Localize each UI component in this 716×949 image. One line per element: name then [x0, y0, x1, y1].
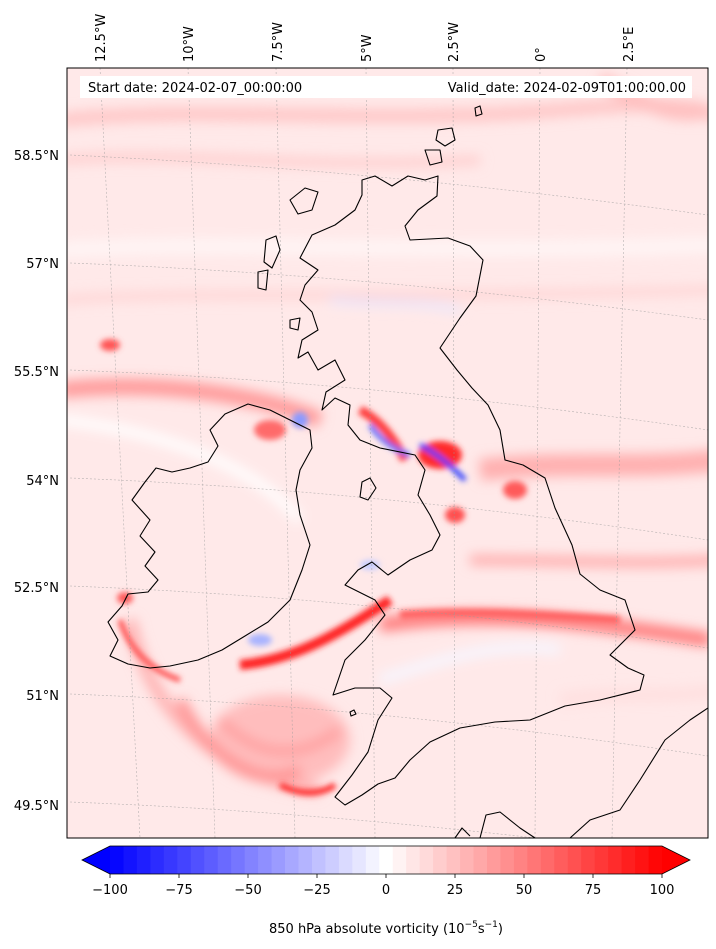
colorbar-label-sup2: −1: [485, 920, 498, 930]
colorbar-label-main: 850 hPa absolute vorticity (10: [269, 922, 465, 937]
colorbar-cell: [527, 846, 542, 874]
longitude-tick-labels: 12.5°W 10°W 7.5°W 5°W 2.5°W 0° 2.5°E: [94, 14, 637, 62]
colorbar-tick-label: 75: [585, 883, 602, 898]
colorbar-tick-label: −75: [165, 883, 192, 898]
colorbar-cell: [163, 846, 178, 874]
colorbar-cell: [486, 846, 501, 874]
colorbar-cell: [379, 846, 394, 874]
colorbar-cell: [406, 846, 421, 874]
colorbar-cell: [392, 846, 407, 874]
colorbar-cell: [311, 846, 326, 874]
colorbar-cell: [217, 846, 232, 874]
colorbar-tick-label: 0: [382, 883, 390, 898]
lat-tick-label: 51°N: [26, 689, 59, 704]
colorbar-cell: [204, 846, 219, 874]
colorbar-cell: [500, 846, 515, 874]
colorbar-cell: [365, 846, 380, 874]
colorbar-cell: [136, 846, 151, 874]
colorbar-cell: [446, 846, 461, 874]
start-date-text: Start date: 2024-02-07_00:00:00: [88, 81, 302, 96]
colorbar-cell: [433, 846, 447, 874]
lat-tick-label: 54°N: [26, 474, 59, 489]
colorbar-tick-label: −100: [92, 883, 128, 898]
colorbar-cell: [298, 846, 313, 874]
colorbar-tick-label: −25: [303, 883, 330, 898]
colorbar-label: 850 hPa absolute vorticity (10−5s−1): [269, 920, 503, 937]
lon-tick-label: 2.5°E: [622, 27, 637, 62]
lon-tick-label: 5°W: [360, 34, 375, 62]
colorbar-cell: [621, 846, 636, 874]
colorbar-cell: [513, 846, 528, 874]
lon-tick-label: 7.5°W: [271, 22, 286, 62]
colorbar-tick-label: 50: [516, 883, 533, 898]
colorbar-cell: [608, 846, 623, 874]
colorbar-cell: [177, 846, 192, 874]
colorbar-extend-min: [82, 846, 110, 874]
colorbar-cell: [581, 846, 596, 874]
lon-tick-label: 2.5°W: [447, 22, 462, 62]
colorbar-cell: [460, 846, 474, 874]
colorbar-tick-label: 25: [447, 883, 464, 898]
colorbar-cell: [285, 846, 299, 874]
colorbar-cell: [338, 846, 353, 874]
lat-tick-label: 55.5°N: [14, 365, 59, 380]
lon-tick-label: 10°W: [182, 26, 197, 62]
colorbar-cell: [150, 846, 165, 874]
colorbar-cell: [594, 846, 609, 874]
colorbar-cells: [110, 846, 663, 874]
lon-tick-label: 12.5°W: [94, 14, 109, 62]
colorbar-cell: [473, 846, 488, 874]
colorbar-label-end: ): [498, 922, 503, 937]
colorbar-cell: [244, 846, 259, 874]
colorbar-tick-label: −50: [234, 883, 261, 898]
date-annotation-bar: Start date: 2024-02-07_00:00:00 Valid_da…: [80, 76, 692, 98]
colorbar-ticks: −100 −75 −50 −25 0 25 50 75 100: [92, 874, 674, 898]
coastlines: [107, 105, 708, 838]
colorbar-cell: [123, 846, 138, 874]
lat-tick-label: 57°N: [26, 257, 59, 272]
colorbar-tick-label: 100: [650, 883, 675, 898]
colorbar-cell: [554, 846, 569, 874]
colorbar-cell: [648, 846, 663, 874]
latitude-tick-labels: 58.5°N 57°N 55.5°N 54°N 52.5°N 51°N 49.5…: [14, 149, 59, 814]
colorbar-cell: [231, 846, 246, 874]
colorbar-cell: [325, 846, 340, 874]
colorbar-cell: [271, 846, 286, 874]
colorbar-label-sup1: −5: [465, 920, 478, 930]
colorbar-cell: [352, 846, 367, 874]
colorbar-extend-max: [662, 846, 690, 874]
valid-date-text: Valid_date: 2024-02-09T01:00:00.00: [448, 81, 686, 96]
lat-tick-label: 58.5°N: [14, 149, 59, 164]
colorbar-label-mid: s: [478, 922, 485, 937]
colorbar-cell: [540, 846, 555, 874]
colorbar-cell: [258, 846, 272, 874]
colorbar: −100 −75 −50 −25 0 25 50 75 100 850 hPa absolute…: [81, 845, 691, 937]
lat-tick-label: 49.5°N: [14, 799, 59, 814]
map-gridlines: [69, 68, 708, 838]
map-frame: [66, 67, 709, 839]
lon-tick-label: 0°: [534, 47, 549, 62]
colorbar-cell: [635, 846, 649, 874]
vorticity-field: [67, 68, 708, 838]
lat-tick-label: 52.5°N: [14, 581, 59, 596]
colorbar-cell: [190, 846, 205, 874]
colorbar-cell: [110, 846, 124, 874]
colorbar-cell: [567, 846, 582, 874]
colorbar-cell: [419, 846, 434, 874]
